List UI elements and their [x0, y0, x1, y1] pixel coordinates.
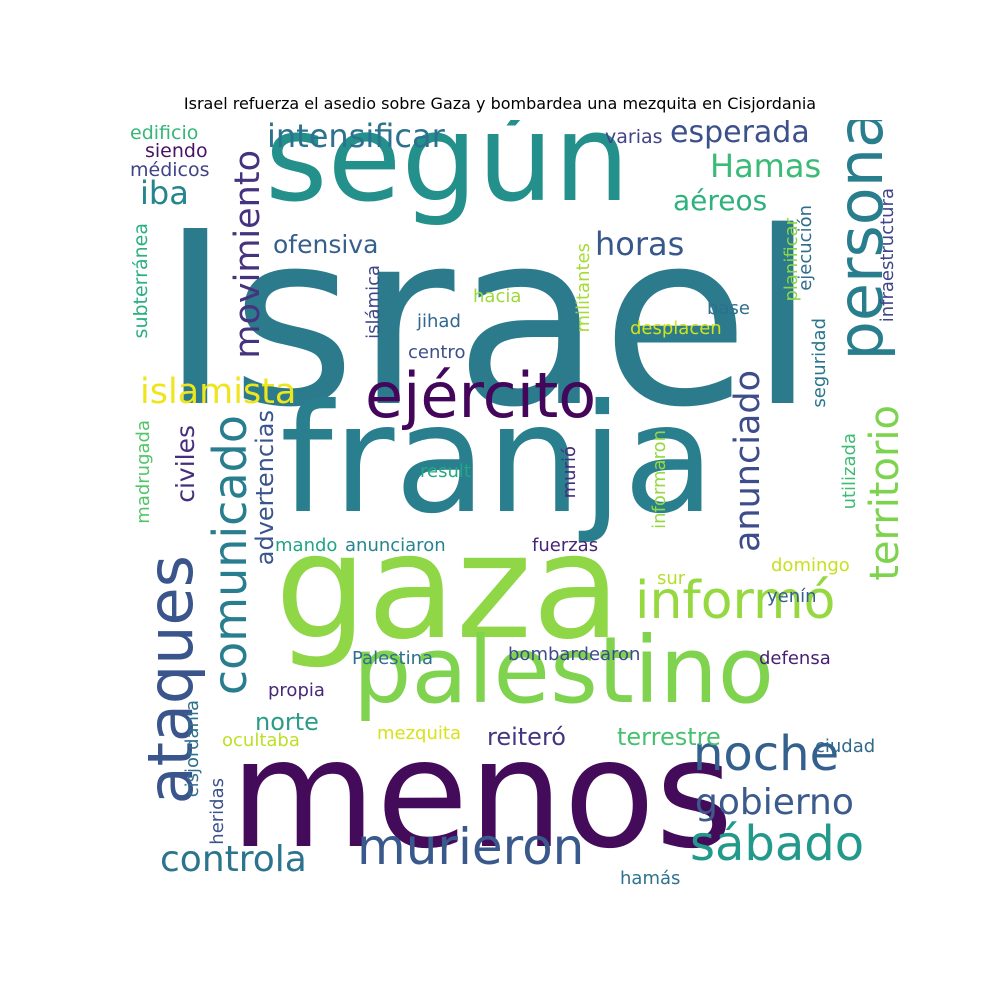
word-17: anunciado	[728, 370, 768, 553]
word-26: ofensiva	[273, 230, 379, 259]
word-12: sábado	[690, 816, 865, 872]
word-54: anunciaron	[345, 535, 446, 556]
word-19: islamista	[140, 372, 297, 412]
word-23: esperada	[670, 120, 810, 150]
word-33: siendo	[145, 140, 208, 162]
word-57: sur	[657, 568, 686, 589]
word-60: bombardearon	[508, 644, 641, 665]
word-28: advertencias	[251, 410, 279, 566]
word-37: islámica	[363, 265, 384, 339]
word-24: iba	[140, 174, 189, 212]
word-38: hacia	[473, 286, 522, 307]
word-6: ejército	[365, 359, 597, 432]
word-41: militantes	[573, 243, 594, 333]
word-36: subterránea	[130, 223, 152, 339]
word-3: gaza	[275, 503, 621, 672]
word-32: edificio	[130, 122, 199, 144]
word-53: mando	[275, 535, 338, 556]
word-55: fuerzas	[532, 535, 599, 556]
word-14: territorio	[862, 405, 900, 581]
word-15: gobierno	[695, 782, 854, 823]
word-10: murieron	[357, 818, 585, 876]
word-13: comunicado	[203, 415, 257, 696]
chart-title: Israel refuerza el asedio sobre Gaza y b…	[183, 94, 817, 113]
word-43: desplacen	[630, 318, 722, 339]
word-20: intensificar	[267, 120, 445, 155]
word-9: informó	[635, 571, 836, 631]
word-21: Hamas	[710, 147, 822, 185]
word-35: varias	[605, 126, 663, 148]
word-25: aéreos	[673, 184, 768, 217]
word-50: murió	[559, 446, 580, 499]
word-67: ciudad	[815, 736, 876, 757]
word-4: según	[265, 120, 630, 229]
word-2: franja	[280, 373, 716, 547]
word-29: reiteró	[487, 723, 566, 751]
word-62: propia	[268, 680, 325, 701]
word-56: domingo	[771, 555, 850, 576]
word-5: palestino	[353, 617, 775, 724]
word-11: noche	[693, 726, 840, 782]
word-58: yenín	[767, 586, 817, 607]
word-66: mezquita	[377, 723, 461, 744]
word-18: movimiento	[228, 150, 268, 359]
word-68: hamás	[620, 868, 681, 889]
word-1: menos	[230, 708, 734, 882]
word-64: heridas	[207, 778, 228, 845]
word-40: centro	[408, 342, 466, 363]
word-42: base	[707, 298, 750, 319]
word-61: defensa	[759, 648, 831, 669]
word-31: norte	[255, 708, 319, 736]
word-cloud: Israel menos franja gaza según palestino ejérc…	[125, 120, 900, 895]
word-51: informaron	[649, 430, 670, 529]
word-22: horas	[595, 225, 685, 263]
word-34: médicos	[130, 159, 210, 181]
word-52: utilizada	[839, 433, 860, 510]
word-46: seguridad	[809, 318, 830, 408]
word-59: Palestina	[352, 648, 434, 669]
word-49: result	[420, 461, 471, 482]
word-65: ocultaba	[222, 730, 300, 751]
word-45: ejecución	[795, 205, 816, 291]
word-27: civiles	[171, 425, 200, 503]
word-39: jihad	[417, 311, 461, 332]
word-16: controla	[160, 839, 307, 880]
word-0: Israel	[160, 180, 816, 460]
word-30: terrestre	[617, 723, 721, 751]
word-63: cisjordania	[182, 700, 203, 798]
word-48: madrugada	[133, 420, 154, 524]
word-47: infraestructura	[877, 188, 898, 323]
